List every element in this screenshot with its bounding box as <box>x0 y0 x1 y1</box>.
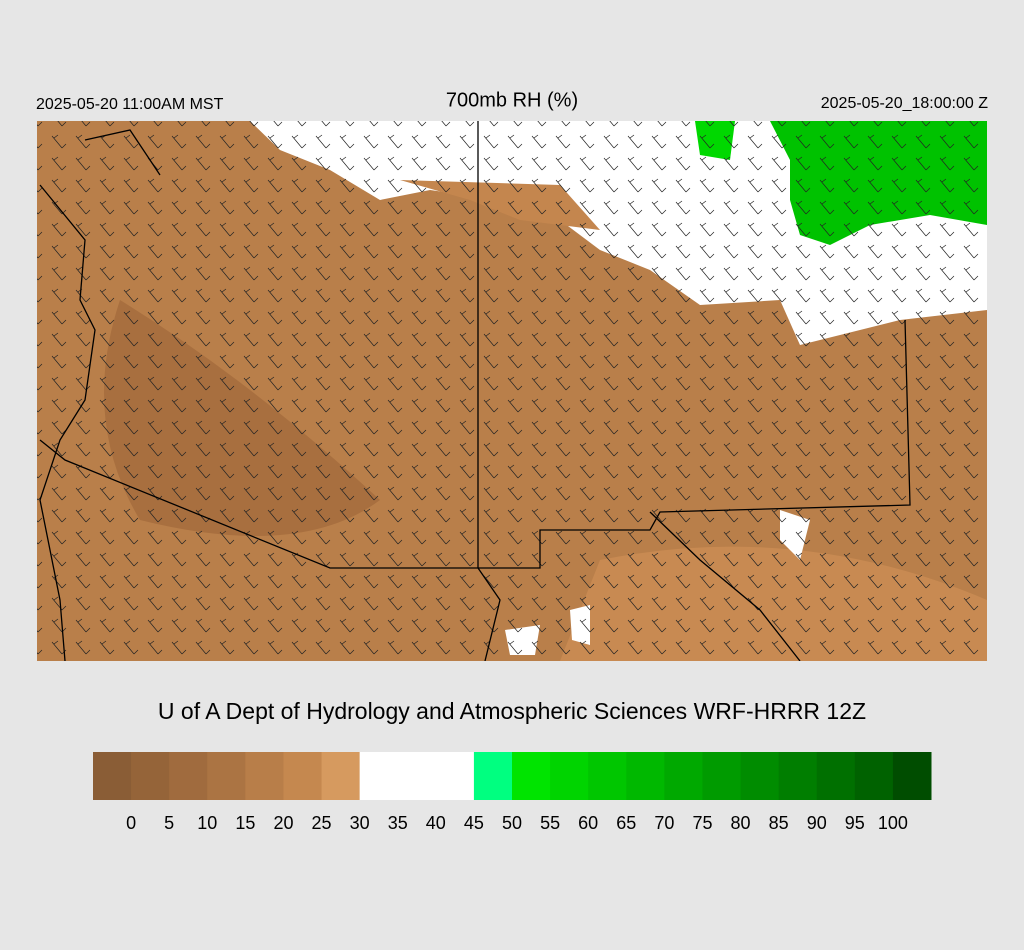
colorbar-swatch <box>664 752 703 800</box>
colorbar-swatch <box>321 752 361 800</box>
colorbar-label: 75 <box>692 813 712 833</box>
colorbar-label: 60 <box>578 813 598 833</box>
colorbar-label: 100 <box>878 813 908 833</box>
colorbar-swatch <box>892 752 932 800</box>
colorbar-label: 10 <box>197 813 217 833</box>
colorbar-label: 5 <box>164 813 174 833</box>
colorbar-label: 40 <box>426 813 446 833</box>
colorbar-swatch <box>435 752 475 800</box>
colorbar-swatch <box>131 752 170 800</box>
wind-barbs <box>37 121 987 661</box>
colorbar-swatch <box>854 752 894 800</box>
colorbar-label: 15 <box>235 813 255 833</box>
colorbar-swatch <box>588 752 627 800</box>
colorbar-swatch <box>245 752 284 800</box>
colorbar-label: 70 <box>654 813 674 833</box>
colorbar-swatch <box>169 752 208 800</box>
colorbar-label: 35 <box>388 813 408 833</box>
colorbar-label: 45 <box>464 813 484 833</box>
colorbar-label: 20 <box>273 813 293 833</box>
colorbar-swatch <box>207 752 246 800</box>
colorbar-swatch <box>93 752 132 800</box>
colorbar-label: 95 <box>845 813 865 833</box>
colorbar-label: 55 <box>540 813 560 833</box>
colorbar-swatch <box>626 752 665 800</box>
colorbar-swatch <box>816 752 856 800</box>
colorbar-swatch <box>550 752 589 800</box>
colorbar-swatch <box>512 752 551 800</box>
colorbar-swatch <box>359 752 399 800</box>
colorbar-label: 25 <box>312 813 332 833</box>
colorbar-label: 50 <box>502 813 522 833</box>
colorbar-swatch <box>778 752 818 800</box>
colorbar-swatch <box>473 752 513 800</box>
state-borders <box>39 121 911 661</box>
colorbar-label: 85 <box>769 813 789 833</box>
map <box>37 121 987 661</box>
colorbar-swatch <box>397 752 437 800</box>
colorbar-label: 30 <box>350 813 370 833</box>
colorbar-label: 0 <box>126 813 136 833</box>
colorbar-swatch <box>740 752 780 800</box>
colorbar-label: 65 <box>616 813 636 833</box>
colorbar-swatch <box>283 752 323 800</box>
valid-time-utc: 2025-05-20_18:00:00 Z <box>821 95 988 112</box>
valid-time-local: 2025-05-20 11:00AM MST <box>36 96 224 113</box>
colorbar-swatch <box>702 752 742 800</box>
footer-credit: U of A Dept of Hydrology and Atmospheric… <box>158 698 866 724</box>
map-title: 700mb RH (%) <box>446 89 578 111</box>
colorbar-label: 80 <box>731 813 751 833</box>
colorbar: 0 5 10 15 20 25 30 35 40 45 50 55 60 65 70 75 80 85 90 95 10… <box>93 752 932 833</box>
colorbar-label: 90 <box>807 813 827 833</box>
